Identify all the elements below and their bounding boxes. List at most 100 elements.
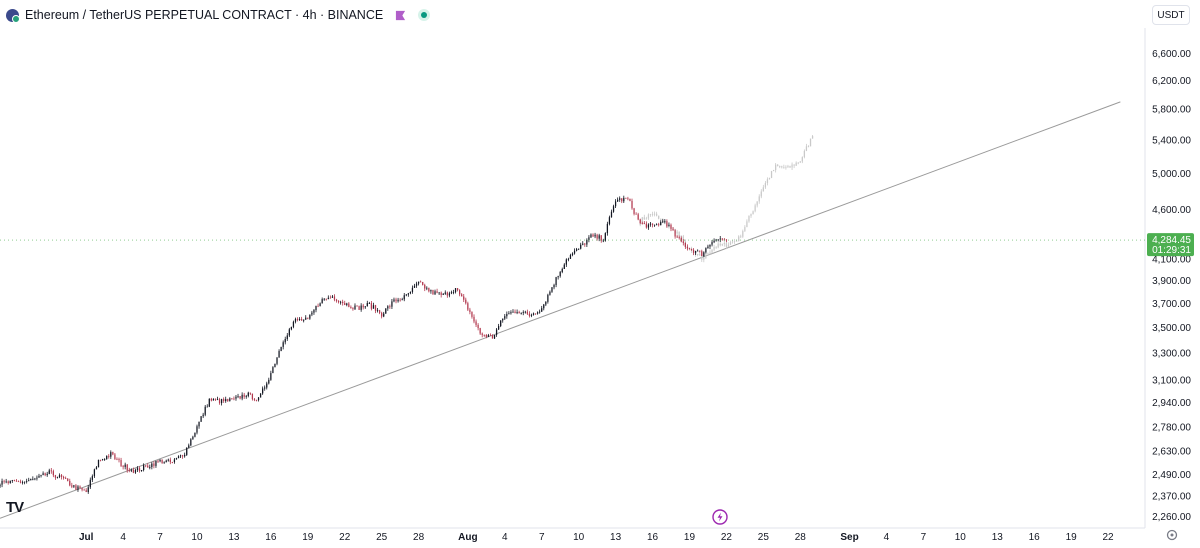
price-candle [409,291,412,295]
price-candle [286,332,288,341]
tradingview-logo[interactable]: TV [6,499,24,516]
price-candle [703,251,705,258]
price-candle [526,309,528,316]
price-candle [237,393,239,399]
price-candle [459,289,461,297]
price-candle [329,295,332,299]
time-axis[interactable]: Jul 4 7 10 13 16 19 22 25 28 Aug 4 7 10 13 16 19 22 25 28 Se… [79,532,1114,543]
price-candle [631,198,633,210]
price-candle [140,469,143,472]
price-candle [321,297,323,304]
price-candle [32,476,34,481]
support-trendline[interactable] [0,101,1121,519]
projection-candle [770,170,773,179]
price-candle [335,298,338,303]
price-candle [69,478,71,487]
price-candle [487,333,490,337]
price-tick-label: 2,630.00 [1152,446,1191,457]
price-candle [383,311,385,318]
projection-candle [775,163,777,173]
price-candle [477,323,479,331]
price-candle [417,281,420,286]
price-axis[interactable]: 6,600.00 6,200.00 5,800.00 5,400.00 5,000.00… [1152,49,1191,523]
date-tick-label: 10 [191,532,203,543]
flag-icon[interactable] [395,10,406,21]
price-candle [118,457,120,463]
price-candle [331,294,334,298]
price-candle [629,198,631,202]
price-candle [202,412,204,419]
price-candle [586,238,588,247]
price-candle [415,281,418,288]
price-candle [23,481,26,485]
price-candle [524,310,526,314]
price-candle [393,297,395,303]
price-candle [169,457,171,465]
price-candle [528,311,531,318]
price-candle [3,479,5,484]
date-tick-label: 25 [758,532,770,543]
price-candle [580,242,582,250]
current-price-box [1147,233,1194,257]
price-candle [278,349,280,358]
lightning-event-icon[interactable] [712,509,728,525]
price-candle [93,468,96,478]
projection-candle [805,143,808,152]
price-candle [200,416,202,423]
projection-candle [811,135,814,139]
price-candle [475,319,477,328]
price-candle [471,311,473,319]
price-candle [128,467,130,473]
date-tick-label: 16 [265,532,277,543]
price-candle [245,394,247,399]
date-tick-label: 19 [684,532,696,543]
date-tick-label: 28 [413,532,425,543]
price-candle [602,238,604,243]
price-candle [725,239,728,243]
price-candle [680,236,682,243]
price-candle [672,227,674,231]
symbol-title[interactable]: Ethereum / TetherUS PERPETUAL CONTRACT ·… [25,8,384,22]
price-candle [186,447,188,456]
price-candle [709,244,711,250]
projection-candle [777,164,779,167]
price-candle [145,465,147,468]
projection-candle [643,214,645,220]
price-candle [99,459,102,462]
price-candle [619,196,621,202]
price-candle [280,346,282,352]
projection-candle [717,241,719,249]
date-tick-label: 7 [157,532,163,543]
projection-candle [713,244,715,252]
price-candle [461,293,463,297]
price-candle [561,267,563,274]
price-candle [719,236,721,242]
price-candle [36,475,38,481]
price-candle [342,299,344,306]
projection-candle [760,189,762,199]
price-candle [327,295,329,300]
date-tick-label: 22 [721,532,733,543]
projection-candle [697,253,699,257]
price-candle [288,327,290,338]
price-candle [272,366,274,374]
price-candle [549,290,551,296]
price-candle [497,323,500,330]
currency-button[interactable]: USDT [1152,5,1190,25]
price-candle [370,301,373,311]
chart-settings-icon[interactable] [1166,529,1178,541]
price-candle [569,253,572,260]
projection-candle [791,162,793,170]
price-candle [553,283,555,290]
price-candle [668,222,670,227]
price-candle [717,239,719,242]
price-candle [500,320,502,328]
price-candles [0,195,728,494]
price-candle [381,311,383,319]
date-tick-label: 16 [647,532,659,543]
price-candle [617,197,619,203]
price-candle [153,461,155,469]
price-candle [52,469,54,478]
